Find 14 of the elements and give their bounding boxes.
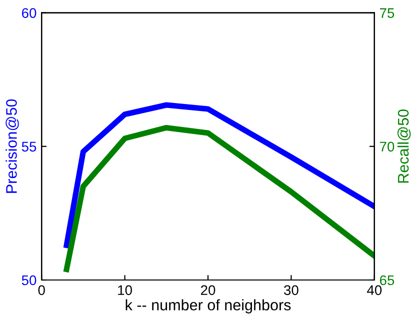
y-axis-title: Precision@50	[6, 99, 19, 193]
x-tick-label: 30	[284, 285, 298, 296]
x-tick-label: 40	[366, 285, 382, 296]
x-tick-label: 10	[118, 285, 132, 296]
y-tick-label: 60	[22, 8, 36, 18]
x-tick-label: 0	[38, 285, 45, 296]
y-tick-label: 55	[22, 142, 36, 152]
x-axis-title: k -- number of neighbors	[126, 299, 291, 314]
y2-tick-label: 70	[380, 142, 394, 152]
y2-tick-label: 75	[380, 8, 394, 18]
y2-tick-label: 65	[380, 275, 394, 286]
x-tick-label: 20	[200, 285, 216, 296]
y-tick-label: 50	[22, 275, 36, 286]
y2-axis-title: Recall@50	[397, 110, 411, 183]
